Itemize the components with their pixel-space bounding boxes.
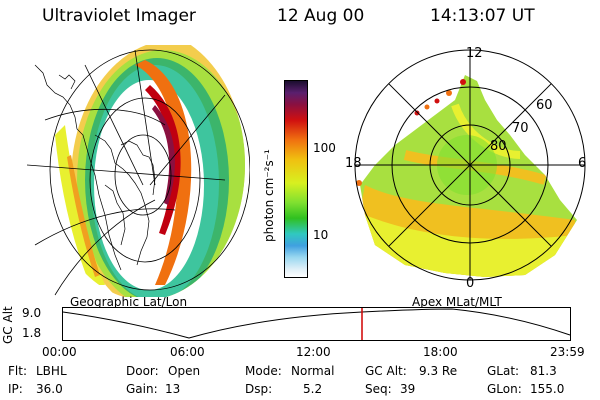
mlt-label-6: 6	[578, 156, 587, 171]
colorbar-unit-label: photon cm⁻²s⁻¹	[262, 149, 276, 242]
polar-auroral-image	[354, 49, 586, 281]
glat-label: GLat:	[487, 364, 520, 378]
ip-label: IP:	[8, 382, 23, 396]
colorbar-tick-100: 100	[313, 141, 336, 155]
glon-value: 155.0	[530, 382, 565, 396]
geographic-caption: Geographic Lat/Lon	[70, 295, 188, 309]
polar-caption: Apex MLat/MLT	[412, 295, 502, 309]
altitude-axis-label: GC Alt	[1, 306, 15, 344]
instrument-title: Ultraviolet Imager	[42, 6, 196, 26]
gain-label: Gain:	[126, 382, 158, 396]
filter-value: LBHL	[36, 364, 67, 378]
glon-label: GLon:	[487, 382, 522, 396]
filter-label: Flt:	[8, 364, 27, 378]
mode-value: Normal	[291, 364, 335, 378]
glat-value: 81.3	[530, 364, 557, 378]
time-tick-0600: 06:00	[170, 345, 205, 359]
gc-alt-label: GC Alt:	[365, 364, 407, 378]
gc-alt-value: 9.3 Re	[419, 364, 458, 378]
door-value: Open	[168, 364, 201, 378]
seq-value: 39	[400, 382, 416, 396]
mlat-label-80: 80	[490, 139, 507, 154]
mlat-label-60: 60	[536, 98, 553, 113]
colorbar-tick-10: 10	[313, 228, 329, 242]
altitude-tick-max: 9.0	[22, 306, 42, 320]
dsp-label: Dsp:	[245, 382, 273, 396]
mlt-label-12: 12	[466, 46, 483, 61]
ip-value: 36.0	[36, 382, 63, 396]
mlat-label-70: 70	[512, 121, 529, 136]
geographic-auroral-image	[26, 45, 250, 297]
dsp-value: 5.2	[303, 382, 323, 396]
mlt-label-0: 0	[466, 276, 475, 291]
time-tick-1800: 18:00	[423, 345, 458, 359]
seq-label: Seq:	[365, 382, 392, 396]
observation-date: 12 Aug 00	[277, 6, 365, 26]
gain-value: 13	[165, 382, 181, 396]
time-tick-1200: 12:00	[296, 345, 331, 359]
mode-label: Mode:	[245, 364, 282, 378]
altitude-tick-min: 1.8	[22, 326, 42, 340]
altitude-plot	[62, 307, 571, 341]
time-tick-2359: 23:59	[550, 345, 585, 359]
door-label: Door:	[126, 364, 159, 378]
time-tick-0000: 00:00	[42, 345, 77, 359]
observation-time: 14:13:07 UT	[430, 6, 535, 26]
mlt-label-18: 18	[345, 156, 362, 171]
colorbar	[284, 80, 308, 278]
